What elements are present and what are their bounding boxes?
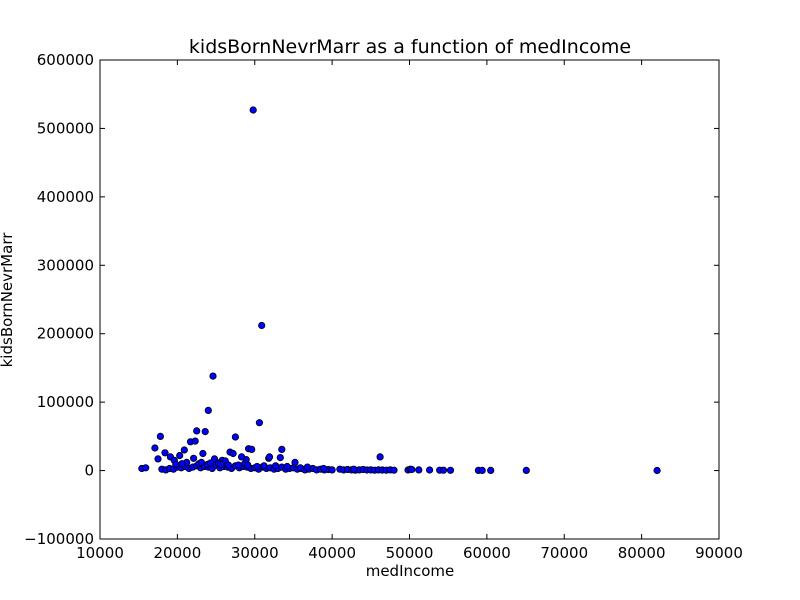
data-point: [207, 459, 215, 467]
y-axis-label: kidsBornNevrMarr: [0, 232, 16, 368]
y-tick-label: 400000: [37, 188, 94, 206]
data-point: [376, 453, 384, 461]
data-point: [296, 464, 304, 472]
x-axis-label: medIncome: [366, 562, 455, 580]
data-point: [156, 432, 164, 440]
x-axis: 10000 20000 30000 40000 50000 60000 70000 80000…: [76, 60, 743, 562]
data-points: [138, 106, 661, 475]
y-tick-label: 0: [84, 462, 94, 480]
data-point: [478, 466, 486, 474]
data-point: [653, 466, 661, 475]
data-point: [204, 406, 212, 414]
data-point: [229, 449, 237, 458]
data-point: [271, 462, 280, 470]
data-point: [258, 321, 266, 330]
x-tick-label: 20000: [154, 544, 202, 562]
data-point: [190, 454, 198, 462]
data-point: [217, 460, 225, 468]
data-point: [209, 372, 217, 380]
data-point: [249, 106, 257, 114]
x-tick-label: 30000: [231, 544, 279, 562]
data-point: [350, 465, 358, 473]
data-point: [319, 464, 328, 473]
data-point: [390, 466, 398, 474]
data-point: [176, 451, 184, 460]
data-point: [201, 427, 209, 436]
y-axis: −100000 0 100000 200000 300000 400000 500000 60…: [24, 51, 719, 548]
chart-title: kidsBornNevrMarr as a function of medInc…: [189, 36, 631, 58]
data-point: [231, 433, 239, 441]
data-point: [260, 462, 268, 470]
data-point: [276, 453, 284, 462]
data-point: [446, 466, 455, 474]
x-tick-label: 40000: [308, 544, 356, 562]
data-point: [142, 464, 150, 472]
data-point: [199, 449, 207, 458]
x-tick-label: 90000: [695, 544, 743, 562]
x-tick-label: 70000: [540, 544, 588, 562]
data-point: [161, 449, 169, 457]
data-point: [278, 445, 286, 453]
data-point: [303, 463, 311, 471]
x-tick-label: 80000: [618, 544, 666, 562]
data-point: [224, 461, 232, 469]
data-point: [415, 466, 423, 474]
y-tick-label: −100000: [24, 530, 94, 548]
data-point: [425, 466, 434, 474]
y-tick-label: 300000: [37, 256, 94, 274]
y-tick-label: 200000: [37, 325, 94, 343]
x-tick-label: 10000: [76, 544, 124, 562]
data-point: [154, 455, 162, 463]
y-tick-label: 500000: [37, 119, 94, 137]
data-point: [253, 462, 261, 471]
data-point: [255, 419, 263, 427]
y-tick-label: 600000: [37, 51, 94, 69]
data-point: [408, 465, 416, 474]
data-point: [180, 446, 188, 454]
data-point: [265, 453, 274, 461]
data-point: [439, 466, 448, 474]
data-point: [522, 466, 530, 474]
data-point: [193, 427, 201, 435]
data-point: [197, 458, 205, 466]
data-point: [178, 460, 186, 468]
data-point: [283, 462, 291, 471]
data-point: [234, 461, 243, 469]
x-tick-label: 50000: [386, 544, 434, 562]
y-tick-label: 100000: [37, 393, 94, 411]
data-point: [244, 461, 252, 469]
data-point: [328, 466, 336, 474]
x-tick-label: 60000: [463, 544, 511, 562]
data-point: [191, 437, 199, 445]
data-point: [238, 453, 246, 461]
data-point: [172, 460, 180, 468]
data-point: [248, 445, 256, 453]
data-point: [487, 466, 495, 474]
data-point: [151, 444, 159, 452]
